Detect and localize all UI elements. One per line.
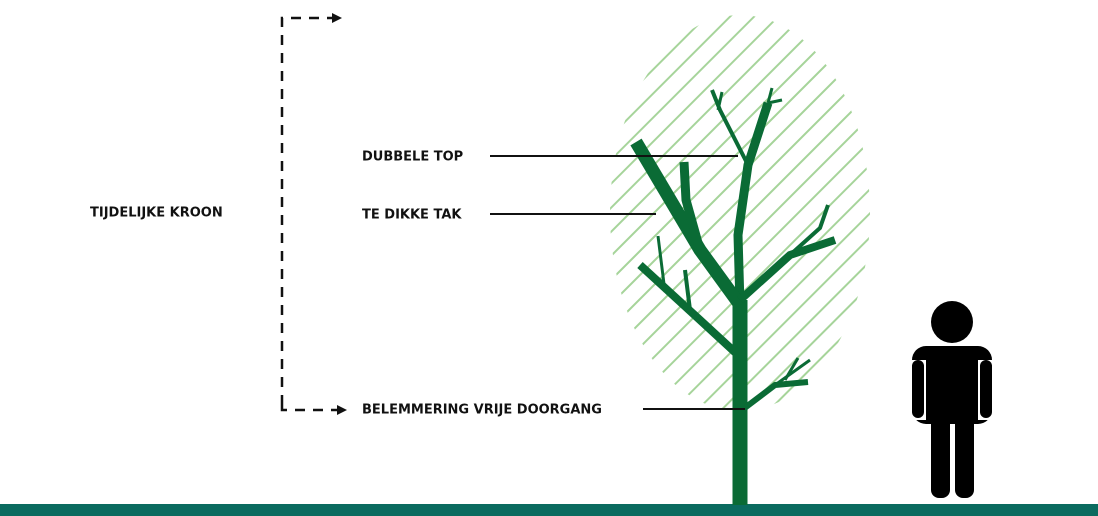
annotation-label: DUBBELE TOP	[362, 150, 463, 165]
person	[912, 301, 992, 498]
diagram: TIJDELIJKE KROON DUBBELE TOP TE DIKKE TA…	[0, 0, 1098, 516]
bracket	[282, 18, 345, 410]
bracket-label: TIJDELIJKE KROON	[90, 206, 223, 221]
annotation-label: BELEMMERING VRIJE DOORGANG	[362, 403, 602, 418]
annotation-label: TE DIKKE TAK	[362, 208, 462, 223]
ground	[0, 504, 1098, 516]
